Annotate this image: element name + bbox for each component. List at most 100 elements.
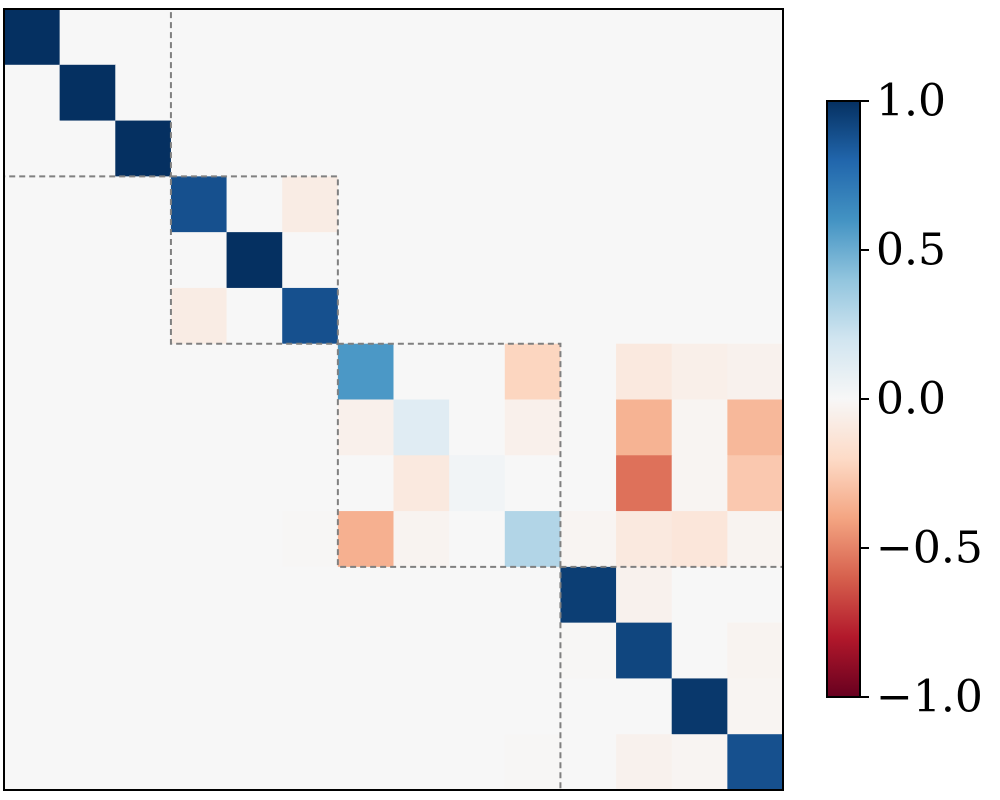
heatmap-cell-r4-c2	[115, 232, 172, 289]
heatmap-cell-r8-c7	[393, 455, 450, 512]
heatmap-cell-r9-c2	[115, 511, 172, 568]
heatmap-cell-r13-c13	[727, 734, 784, 791]
heatmap-cell-r1-c1	[59, 64, 116, 122]
heatmap-cell-r0-c6	[337, 9, 395, 66]
heatmap-cell-r5-c10	[560, 287, 617, 345]
heatmap-cell-r5-c8	[449, 287, 506, 345]
heatmap-cell-r1-c3	[170, 64, 228, 122]
colorbar-tick-label: 1.0	[876, 76, 946, 127]
heatmap-cell-r10-c5	[282, 566, 339, 624]
heatmap-cell-r9-c11	[616, 511, 673, 568]
heatmap-cell-r1-c0	[4, 64, 61, 122]
heatmap-cells	[4, 9, 784, 791]
colorbar-tick-label: −1.0	[876, 672, 983, 723]
heatmap-cell-r13-c0	[4, 734, 61, 791]
heatmap-cell-r6-c13	[727, 343, 784, 401]
heatmap-cell-r13-c8	[449, 734, 506, 791]
heatmap-cell-r13-c7	[393, 734, 450, 791]
heatmap-cell-r11-c6	[337, 622, 395, 680]
heatmap-cell-r7-c8	[449, 399, 506, 456]
heatmap-cell-r7-c7	[393, 399, 450, 456]
heatmap-cell-r3-c6	[337, 176, 395, 233]
heatmap-cell-r10-c10	[560, 566, 617, 624]
heatmap-cell-r11-c9	[504, 622, 562, 680]
heatmap-cell-r3-c9	[504, 176, 562, 233]
heatmap-cell-r12-c10	[560, 678, 617, 735]
heatmap-cell-r4-c4	[226, 232, 283, 289]
heatmap-cell-r3-c8	[449, 176, 506, 233]
heatmap-cell-r8-c0	[4, 455, 61, 512]
heatmap-cell-r13-c3	[170, 734, 228, 791]
heatmap-cell-r10-c2	[115, 566, 172, 624]
heatmap-cell-r4-c11	[616, 232, 673, 289]
heatmap-cell-r8-c2	[115, 455, 172, 512]
heatmap-cell-r1-c8	[449, 64, 506, 122]
heatmap-cell-r13-c4	[226, 734, 283, 791]
heatmap-cell-r4-c7	[393, 232, 450, 289]
heatmap-cell-r11-c11	[616, 622, 673, 680]
heatmap-cell-r7-c13	[727, 399, 784, 456]
heatmap-cell-r4-c9	[504, 232, 562, 289]
heatmap-cell-r2-c1	[59, 120, 116, 177]
heatmap-cell-r4-c10	[560, 232, 617, 289]
heatmap-cell-r6-c6	[337, 343, 395, 401]
heatmap-cell-r11-c4	[226, 622, 283, 680]
heatmap-cell-r9-c3	[170, 511, 228, 568]
heatmap-cell-r9-c9	[504, 511, 562, 568]
heatmap-cell-r13-c2	[115, 734, 172, 791]
heatmap-cell-r12-c9	[504, 678, 562, 735]
heatmap-cell-r1-c13	[727, 64, 784, 122]
heatmap-cell-r2-c4	[226, 120, 283, 177]
heatmap-cell-r2-c5	[282, 120, 339, 177]
heatmap-cell-r9-c6	[337, 511, 395, 568]
heatmap-cell-r10-c0	[4, 566, 61, 624]
heatmap-cell-r2-c13	[727, 120, 784, 177]
heatmap-cell-r5-c3	[170, 287, 228, 345]
heatmap-cell-r12-c1	[59, 678, 116, 735]
block-outline-2	[169, 175, 339, 345]
heatmap-cell-r13-c12	[671, 734, 728, 791]
heatmap-cell-r0-c12	[671, 9, 728, 66]
heatmap-cell-r10-c13	[727, 566, 784, 624]
heatmap-cell-r4-c1	[59, 232, 116, 289]
heatmap-cell-r10-c7	[393, 566, 450, 624]
heatmap-cell-r8-c10	[560, 455, 617, 512]
heatmap-cell-r5-c2	[115, 287, 172, 345]
heatmap-cell-r7-c10	[560, 399, 617, 456]
heatmap-cell-r8-c13	[727, 455, 784, 512]
heatmap-cell-r8-c1	[59, 455, 116, 512]
heatmap-cell-r4-c13	[727, 232, 784, 289]
heatmap-cell-r7-c6	[337, 399, 395, 456]
heatmap-cell-r13-c11	[616, 734, 673, 791]
heatmap-cell-r5-c13	[727, 287, 784, 345]
heatmap-cell-r1-c12	[671, 64, 728, 122]
heatmap-cell-r0-c2	[115, 9, 172, 66]
heatmap-cell-r4-c8	[449, 232, 506, 289]
heatmap-cell-r0-c5	[282, 9, 339, 66]
heatmap-cell-r1-c7	[393, 64, 450, 122]
heatmap-cell-r5-c5	[282, 287, 339, 345]
heatmap-cell-r2-c12	[671, 120, 728, 177]
heatmap-cell-r2-c7	[393, 120, 450, 177]
heatmap-cell-r13-c1	[59, 734, 116, 791]
heatmap-cell-r3-c0	[4, 176, 61, 233]
heatmap-cell-r5-c12	[671, 287, 728, 345]
heatmap-cell-r3-c11	[616, 176, 673, 233]
heatmap-cell-r11-c1	[59, 622, 116, 680]
heatmap-cell-r2-c10	[560, 120, 617, 177]
heatmap-cell-r8-c9	[504, 455, 562, 512]
heatmap-cell-r6-c8	[449, 343, 506, 401]
colorbar-tick-label: −0.5	[876, 523, 983, 574]
heatmap-cell-r13-c6	[337, 734, 395, 791]
heatmap-cell-r0-c0	[4, 9, 61, 66]
heatmap-cell-r5-c4	[226, 287, 283, 345]
heatmap-cell-r11-c8	[449, 622, 506, 680]
heatmap-cell-r1-c10	[560, 64, 617, 122]
heatmap-cell-r4-c6	[337, 232, 395, 289]
heatmap-cell-r8-c11	[616, 455, 673, 512]
heatmap-cell-r11-c13	[727, 622, 784, 680]
heatmap-cell-r12-c13	[727, 678, 784, 735]
heatmap-cell-r11-c10	[560, 622, 617, 680]
heatmap-cell-r13-c10	[560, 734, 617, 791]
heatmap-cell-r10-c1	[59, 566, 116, 624]
